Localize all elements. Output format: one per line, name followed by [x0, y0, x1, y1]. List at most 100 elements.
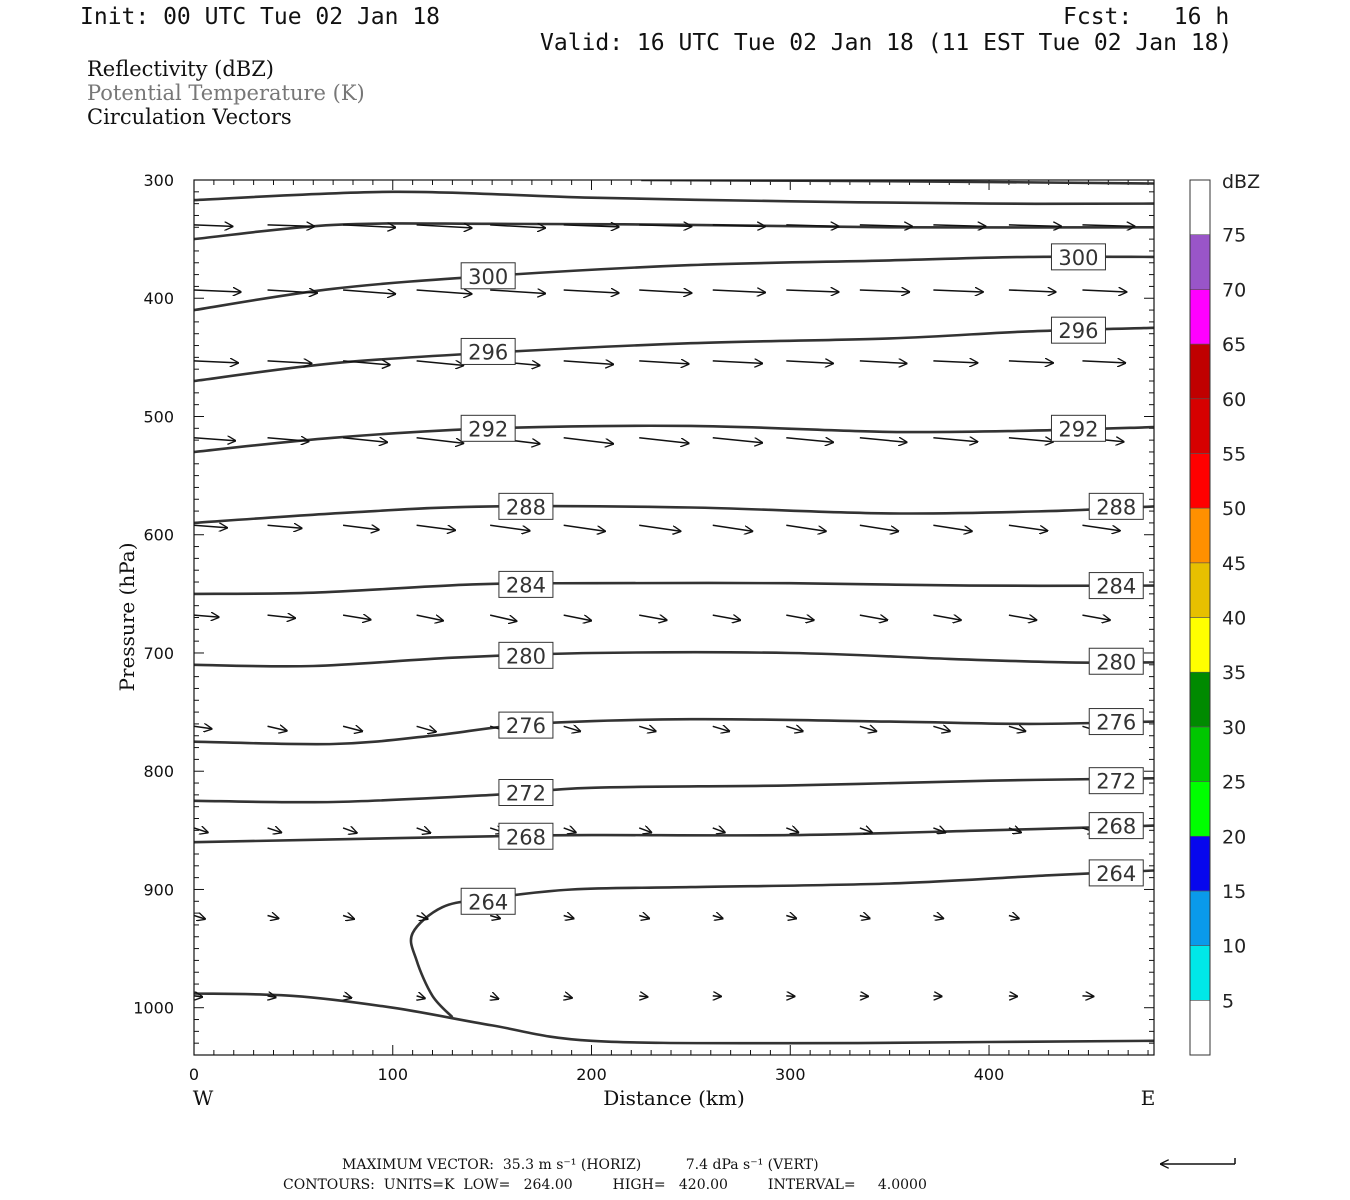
- circulation-vector: [1008, 225, 1061, 227]
- x-end-west: W: [193, 1086, 214, 1110]
- y-tick-label: 900: [143, 880, 174, 899]
- contour-label-box: [1088, 572, 1144, 600]
- circulation-vector: [786, 996, 794, 997]
- circulation-vector: [1082, 290, 1126, 292]
- circulation-vector: [638, 726, 656, 731]
- circulation-vector: [416, 828, 431, 833]
- x-tick-label: 400: [974, 1065, 1005, 1084]
- circulation-vector: [267, 290, 318, 293]
- contour-label: 288: [506, 495, 546, 519]
- colorbar-level-label: 55: [1222, 443, 1246, 465]
- contour-label: 300: [468, 265, 508, 289]
- circulation-vector: [933, 361, 977, 363]
- colorbar-level-label: 60: [1222, 389, 1246, 411]
- circulation-vector: [712, 828, 725, 833]
- circulation-vector: [859, 290, 910, 292]
- circulation-vector: [489, 915, 500, 918]
- circulation-vector: [267, 915, 279, 918]
- circulation-vector: [1008, 828, 1021, 833]
- contour-label-box: [460, 414, 516, 442]
- colorbar-segment: [1189, 671, 1211, 728]
- circulation-vector: [490, 996, 498, 999]
- colorbar-segment: [1189, 890, 1211, 946]
- legend-reflectivity: Reflectivity (dBZ): [87, 57, 275, 81]
- x-tick-label: 200: [576, 1065, 607, 1084]
- circulation-vector: [490, 225, 545, 228]
- ground-line: [194, 992, 1154, 1045]
- colorbar-segment: [1189, 617, 1211, 673]
- circulation-vector: [267, 726, 287, 731]
- isentrope-300: [194, 255, 1154, 312]
- circulation-vector: [713, 996, 721, 997]
- isentrope-276: [194, 717, 1154, 746]
- circulation-vector: [712, 361, 763, 364]
- contour-label-box: [498, 492, 554, 520]
- circulation-vector: [563, 290, 619, 293]
- circulation-vector: [859, 915, 870, 918]
- circulation-vector: [859, 828, 872, 833]
- contour-label-box: [498, 641, 554, 669]
- y-tick-label: 700: [143, 644, 174, 663]
- contour-label-box: [1088, 859, 1144, 887]
- circulation-vector: [933, 828, 945, 833]
- circulation-vector: [859, 726, 877, 731]
- circulation-vector: [490, 290, 545, 294]
- colorbar-segment: [1189, 507, 1211, 564]
- isentrope-272: [194, 777, 1154, 804]
- circulation-vector: [639, 361, 689, 364]
- isentrope-280: [194, 651, 1154, 668]
- colorbar-level-label: 35: [1222, 662, 1246, 684]
- colorbar-level-label: 10: [1222, 936, 1246, 958]
- x-tick-label: 0: [189, 1065, 199, 1084]
- circulation-vector: [1009, 996, 1017, 997]
- isentrope-292: [194, 424, 1154, 454]
- contour-label: 300: [1058, 246, 1098, 270]
- circulation-vector: [1008, 915, 1019, 918]
- contour-label-box: [460, 262, 516, 290]
- circulation-vector: [786, 225, 838, 227]
- y-tick-label: 800: [143, 762, 174, 781]
- colorbar-segment: [1189, 289, 1211, 345]
- contour-label-box: [498, 570, 554, 598]
- circulation-vector: [639, 615, 667, 620]
- max-vector-note: MAXIMUM VECTOR: 35.3 m s⁻¹ (HORIZ) 7.4 d…: [342, 1157, 819, 1173]
- colorbar-level-label: 20: [1222, 826, 1246, 848]
- y-tick-label: 500: [143, 407, 174, 426]
- colorbar-unit-label: dBZ: [1222, 171, 1260, 193]
- colorbar-level-label: 75: [1222, 225, 1246, 247]
- circulation-vector: [342, 915, 354, 919]
- circulation-vector: [786, 438, 833, 443]
- contour-label-box: [498, 822, 554, 850]
- circulation-vector: [267, 615, 296, 618]
- contour-label: 284: [506, 573, 546, 597]
- circulation-vector: [639, 996, 647, 997]
- circulation-vector: [342, 438, 387, 443]
- circulation-vector: [1082, 524, 1119, 531]
- circulation-vector: [639, 524, 680, 531]
- y-tick-label: 300: [143, 171, 174, 190]
- colorbar-level-label: 40: [1222, 608, 1246, 630]
- circulation-vector: [194, 828, 208, 833]
- circulation-vector: [194, 361, 238, 363]
- circulation-vector: [416, 726, 436, 732]
- circulation-vector: [343, 290, 395, 294]
- colorbar-segment: [1189, 179, 1211, 235]
- circulation-vector: [1008, 361, 1053, 363]
- circulation-vector: [563, 437, 614, 444]
- contour-label: 280: [506, 644, 546, 668]
- circulation-vector: [268, 996, 276, 998]
- colorbar-level-label: 30: [1222, 717, 1246, 739]
- circulation-vector: [563, 726, 581, 731]
- isentrope-268: [194, 824, 1154, 844]
- circulation-vector: [490, 524, 530, 531]
- circulation-vector: [933, 915, 943, 918]
- circulation-vector: [342, 615, 371, 620]
- colorbar-level-label: 45: [1222, 553, 1246, 575]
- contour-label: 296: [468, 340, 508, 364]
- circulation-vector: [859, 438, 907, 443]
- contour-label: 268: [506, 825, 546, 849]
- circulation-vector: [563, 524, 605, 531]
- contour-info-note: CONTOURS: UNITS=K LOW= 264.00 HIGH= 420.…: [283, 1177, 927, 1193]
- circulation-vector: [786, 828, 798, 833]
